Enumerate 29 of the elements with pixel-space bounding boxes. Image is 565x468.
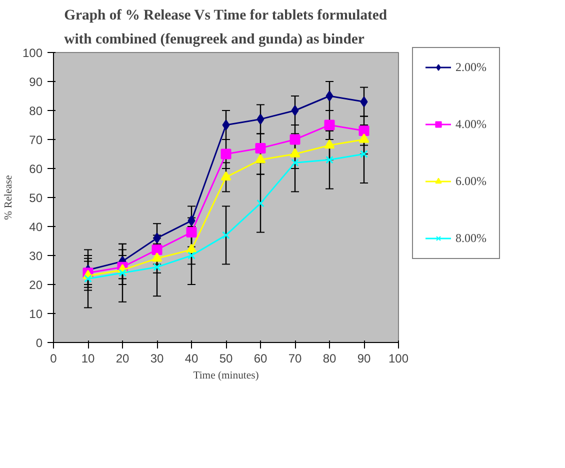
legend-label: 8.00% <box>456 230 486 246</box>
x-tick-label: 20 <box>116 352 130 366</box>
x-tick-label: 80 <box>322 352 336 366</box>
x-tick-label: 30 <box>150 352 164 366</box>
legend-label: 6.00% <box>456 174 486 188</box>
y-tick-label: 20 <box>29 278 43 292</box>
x-tick-label: 0 <box>50 352 58 366</box>
legend-label: 2.00% <box>456 60 486 74</box>
x-tick-label: 100 <box>388 352 409 366</box>
x-tick-label: 60 <box>254 352 268 366</box>
x-tick-label: 70 <box>288 352 302 366</box>
y-tick-label: 40 <box>29 220 43 234</box>
legend-label: 4.00% <box>456 116 486 132</box>
y-axis-title: % Release <box>3 174 14 220</box>
y-tick-label: 10 <box>29 307 43 321</box>
y-tick-label: 0 <box>36 336 43 350</box>
y-tick-label: 70 <box>29 133 43 147</box>
y-tick-label: 80 <box>29 104 43 118</box>
x-tick-label: 40 <box>184 352 198 366</box>
y-tick-label: 50 <box>29 191 43 205</box>
x-tick-label: 90 <box>357 352 371 366</box>
chart-title: Graph of % Release Vs Time for tablets formulated with combined (fenugreek and gunda) as binder <box>64 8 388 48</box>
x-axis-title: Time (minutes) <box>193 370 260 382</box>
y-tick-label: 90 <box>29 75 43 89</box>
y-tick-label: 100 <box>22 46 43 60</box>
y-tick-label: 30 <box>29 249 43 263</box>
y-tick-label: 60 <box>29 162 43 176</box>
x-tick-label: 50 <box>219 352 233 366</box>
x-tick-label: 10 <box>81 352 95 366</box>
